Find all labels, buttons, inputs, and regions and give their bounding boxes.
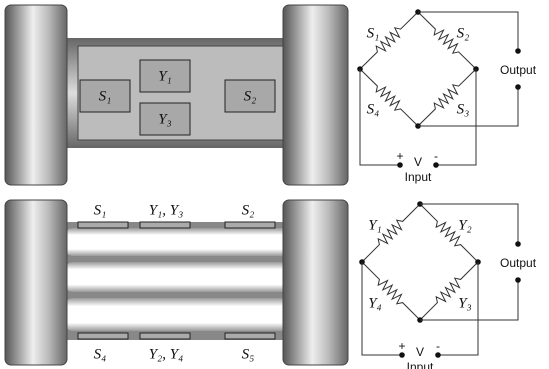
gauge-label: Y₃ (158, 111, 172, 127)
wire (438, 262, 479, 356)
gauge (139, 332, 191, 340)
node (515, 241, 521, 247)
supply-label: V (416, 345, 424, 359)
wire (359, 69, 400, 166)
right-disk (282, 199, 349, 366)
arm-label: Y₂ (458, 217, 472, 233)
wire (361, 262, 402, 356)
wire (420, 280, 519, 321)
resistor (419, 261, 479, 321)
node (515, 84, 521, 90)
tube (62, 298, 294, 331)
wire (418, 11, 519, 51)
arm-label: S₃ (457, 101, 470, 117)
wire (436, 69, 477, 166)
tube (62, 228, 294, 256)
node (399, 352, 405, 358)
input-label: Input (405, 170, 432, 184)
plus-sign: + (396, 149, 403, 163)
node (435, 352, 441, 358)
tube (62, 262, 294, 292)
resistor (361, 203, 421, 263)
arm-label: S₂ (457, 25, 470, 41)
wire (420, 203, 519, 244)
node (397, 162, 403, 168)
gauge (224, 332, 276, 340)
gauge-label: S₁ (94, 202, 107, 218)
arm-label: Y₄ (368, 295, 382, 311)
arm-label: Y₃ (458, 295, 472, 311)
resistor (359, 11, 419, 70)
gauge (139, 102, 191, 136)
node (515, 48, 521, 54)
resistor (419, 203, 479, 263)
node (433, 162, 439, 168)
supply-label: V (414, 155, 422, 169)
arm-label: S₁ (367, 25, 380, 41)
gauge-label: Y₂, Y₄ (149, 346, 184, 362)
right-disk (282, 4, 349, 186)
gauge-label: S₂ (242, 202, 255, 218)
bottom-cylinder: S₁ Y₁, Y₃ S₂ S₄ Y₂, Y₄ S₅ (4, 199, 349, 366)
gauge (79, 79, 131, 113)
gauge-label: Y₁, Y₃ (149, 202, 184, 218)
left-disk (4, 199, 68, 366)
top-cylinder: S₁ Y₁ Y₃ S₂ (4, 4, 349, 186)
resistor (417, 68, 477, 127)
node (515, 277, 521, 283)
minus-sign: - (436, 339, 440, 353)
resistor (359, 68, 419, 127)
gauge-label: S₄ (94, 346, 107, 362)
plus-sign: + (398, 339, 405, 353)
gauge (77, 221, 129, 229)
wire (418, 87, 519, 127)
output-label: Output (500, 256, 537, 270)
output-label: Output (500, 63, 537, 77)
left-disk (4, 4, 68, 186)
gauge-label: S₅ (242, 346, 255, 362)
gauge (139, 221, 191, 229)
minus-sign: - (434, 149, 438, 163)
gauge (77, 332, 129, 340)
resistor (361, 261, 421, 321)
resistor (417, 11, 477, 70)
arm-label: Y₁ (368, 217, 382, 233)
gauge (224, 221, 276, 229)
gauge-label: S₂ (244, 88, 257, 104)
gauge-label: Y₁ (158, 68, 172, 84)
arm-label: S₄ (367, 101, 380, 117)
gauge (224, 79, 276, 113)
gauge (139, 59, 191, 93)
gauge-label: S₁ (99, 88, 112, 104)
input-label: Input (407, 360, 434, 369)
